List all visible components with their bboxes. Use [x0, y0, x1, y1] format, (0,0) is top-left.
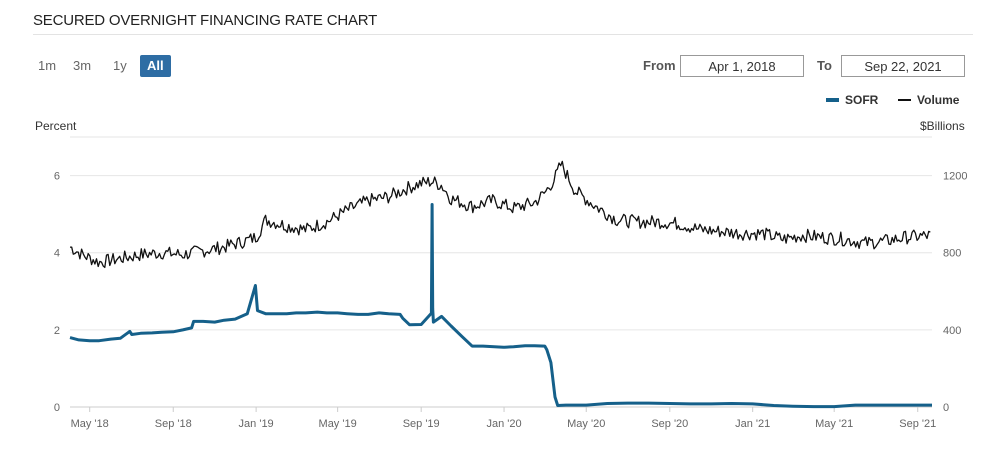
series-line-volume [69, 160, 931, 269]
x-tick-label: Sep '20 [651, 418, 688, 430]
left-tick-label: 2 [54, 325, 60, 337]
range-button-1m[interactable]: 1m [38, 58, 57, 73]
left-axis-title: Percent [35, 119, 77, 133]
x-tick-label: Jan '19 [239, 418, 274, 430]
page-title: SECURED OVERNIGHT FINANCING RATE CHART [33, 12, 378, 29]
x-tick-label: Jan '20 [486, 418, 521, 430]
series-line-sofr [69, 203, 932, 409]
x-tick-label: Sep '18 [155, 418, 192, 430]
legend-label-volume: Volume [917, 93, 960, 107]
legend-swatch-volume [898, 99, 911, 101]
range-button-all[interactable]: All [140, 55, 171, 77]
axis-ticks: 0 2 4 6 0 400 800 1200 May '18 Sep '18 Jan '19 May … [54, 171, 968, 430]
legend-swatch-sofr [826, 98, 839, 102]
legend-item-sofr[interactable]: SOFR [826, 93, 878, 107]
from-date-input[interactable] [680, 55, 804, 77]
legend-label-sofr: SOFR [845, 93, 879, 107]
left-tick-label: 4 [54, 248, 60, 260]
left-tick-label: 6 [54, 171, 60, 183]
x-tick-label: May '18 [71, 418, 109, 430]
range-button-3m[interactable]: 3m [73, 58, 92, 73]
right-axis-title: $Billions [920, 119, 965, 133]
right-tick-label: 400 [943, 325, 961, 337]
x-tick-label: May '20 [567, 418, 605, 430]
grid-lines [70, 136, 932, 408]
right-tick-label: 0 [943, 402, 949, 414]
x-tick-label: Sep '21 [899, 418, 936, 430]
title-divider [33, 34, 973, 35]
range-button-1y[interactable]: 1y [113, 58, 127, 73]
from-label: From [643, 58, 676, 73]
x-tick-label: Jan '21 [735, 418, 770, 430]
legend-item-volume[interactable]: Volume [898, 93, 959, 107]
x-tick-label: May '21 [815, 418, 853, 430]
x-tick-label: Sep '19 [403, 418, 440, 430]
series-lines [69, 160, 932, 409]
right-tick-label: 800 [943, 248, 961, 260]
right-tick-label: 1200 [943, 171, 967, 183]
to-date-input[interactable] [841, 55, 965, 77]
x-tick-label: May '19 [319, 418, 357, 430]
left-tick-label: 0 [54, 402, 60, 414]
to-label: To [817, 58, 832, 73]
